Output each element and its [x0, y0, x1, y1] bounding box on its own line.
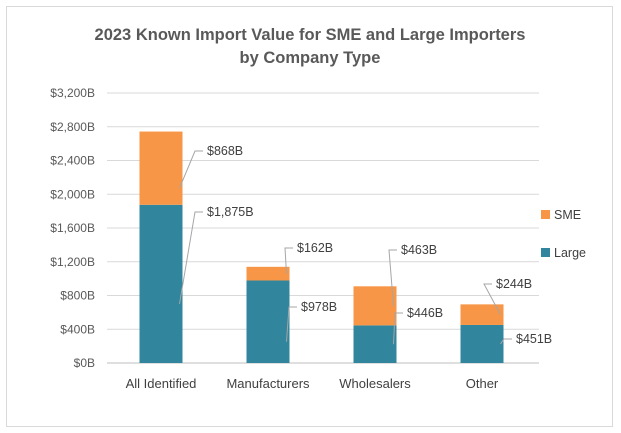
bar-sme-wholesalers: [353, 286, 397, 326]
legend-swatch-sme: [541, 210, 550, 219]
bar-large-all-identified: [139, 204, 183, 363]
data-label-large: $978B: [301, 300, 337, 314]
y-tick-label: $400B: [60, 322, 95, 336]
x-tick-label: Other: [466, 376, 499, 391]
leader-line: [393, 312, 403, 345]
x-axis: All Identified Manufacturers Wholesalers Ot…: [126, 376, 499, 391]
y-tick-label: $3,200B: [50, 86, 95, 100]
leader-lines: [179, 150, 512, 345]
chart-frame: 2023 Known Import Value for SME and Larg…: [6, 6, 613, 427]
data-label-large: $451B: [516, 332, 552, 346]
legend-label-sme: SME: [554, 208, 581, 222]
x-tick-label: Wholesalers: [339, 376, 411, 391]
y-tick-label: $2,400B: [50, 154, 95, 168]
bar-sme-other: [460, 304, 504, 325]
data-label-sme: $162B: [297, 241, 333, 255]
chart-title-line-2: by Company Type: [240, 49, 381, 67]
legend: SME Large: [541, 208, 586, 260]
leader-line: [500, 338, 512, 345]
data-label-large: $1,875B: [207, 205, 254, 219]
y-tick-label: $2,000B: [50, 187, 95, 201]
y-tick-label: $1,600B: [50, 221, 95, 235]
y-axis: $0B $400B $800B $1,200B $1,600B $2,000B $2,400…: [50, 86, 95, 370]
leader-line: [388, 249, 397, 306]
bar-large-wholesalers: [353, 325, 397, 363]
data-label-large: $446B: [407, 306, 443, 320]
bar-sme-manufacturers: [246, 266, 290, 281]
x-tick-label: Manufacturers: [226, 376, 310, 391]
y-tick-label: $2,800B: [50, 120, 95, 134]
bar-large-other: [460, 324, 504, 363]
stacked-bar-chart: 2023 Known Import Value for SME and Larg…: [50, 26, 586, 391]
bar-sme-all-identified: [139, 131, 183, 205]
data-label-sme: $463B: [401, 243, 437, 257]
chart-title-line-1: 2023 Known Import Value for SME and Larg…: [95, 26, 526, 44]
x-tick-label: All Identified: [126, 376, 197, 391]
y-tick-label: $0B: [74, 356, 95, 370]
leader-line: [284, 247, 293, 274]
leader-line: [286, 306, 297, 342]
data-label-sme: $244B: [496, 277, 532, 291]
leader-line: [179, 150, 203, 189]
bars: [139, 131, 504, 363]
y-tick-label: $1,200B: [50, 255, 95, 269]
data-labels: $1,875B $868B $978B $162B $446B $463B $451B $24…: [207, 144, 552, 346]
leader-line: [179, 211, 203, 304]
legend-swatch-large: [541, 248, 550, 257]
leader-line: [483, 283, 501, 315]
legend-label-large: Large: [554, 246, 586, 260]
data-label-sme: $868B: [207, 144, 243, 158]
bar-large-manufacturers: [246, 280, 290, 363]
y-tick-label: $800B: [60, 289, 95, 303]
